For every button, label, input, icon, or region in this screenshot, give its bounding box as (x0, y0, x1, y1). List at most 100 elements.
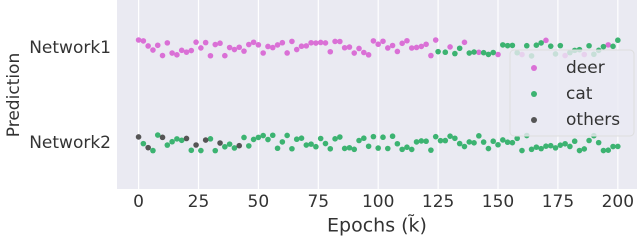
point (370, 133, 377, 140)
point (231, 145, 238, 151)
point (543, 143, 549, 150)
point (461, 143, 468, 150)
point (576, 147, 583, 154)
point (303, 142, 310, 148)
point (365, 52, 372, 58)
point (418, 138, 425, 144)
y-tick-label: Network2 (29, 133, 111, 153)
point (442, 49, 449, 56)
legend-marker (531, 117, 537, 123)
point (322, 40, 329, 46)
point (279, 39, 286, 46)
point (308, 141, 314, 147)
legend-marker (531, 65, 537, 71)
point (308, 39, 314, 46)
point (476, 133, 482, 139)
point (332, 136, 338, 142)
legend-box (509, 49, 635, 137)
point (408, 45, 415, 51)
x-tick-label: 75 (307, 192, 329, 212)
point (298, 135, 305, 141)
point (533, 42, 540, 49)
point (490, 49, 497, 56)
point (212, 41, 219, 48)
point (399, 40, 405, 47)
point (169, 138, 175, 145)
legend-marker (531, 91, 537, 97)
point (198, 147, 204, 154)
point (509, 139, 516, 146)
point (327, 145, 334, 152)
point (605, 147, 612, 154)
point (274, 145, 281, 152)
x-tick-label: 200 (602, 192, 634, 212)
point (432, 133, 439, 140)
point (423, 41, 429, 48)
point (384, 45, 391, 51)
point (413, 44, 420, 51)
point (198, 45, 204, 51)
point (547, 142, 554, 149)
point (241, 48, 247, 54)
point (404, 144, 410, 151)
point (500, 137, 506, 143)
point (212, 147, 219, 154)
point (202, 39, 209, 46)
point (615, 143, 621, 150)
x-tick-label: 175 (542, 192, 574, 212)
point (346, 44, 353, 50)
point (346, 144, 353, 151)
point (145, 144, 151, 151)
point (461, 39, 468, 46)
point (394, 140, 401, 147)
point (375, 145, 381, 151)
point (514, 135, 520, 142)
legend-label: deer (566, 58, 605, 78)
point (523, 42, 530, 49)
point (169, 50, 175, 56)
point (552, 145, 559, 151)
point (600, 147, 607, 154)
point (245, 41, 252, 48)
point (279, 139, 286, 145)
point (289, 145, 295, 152)
point (293, 46, 300, 53)
point (207, 136, 214, 142)
point (332, 38, 338, 45)
point (284, 50, 290, 56)
point (408, 146, 415, 153)
point (284, 132, 290, 139)
point (164, 40, 171, 46)
point (476, 49, 482, 56)
point (384, 145, 391, 152)
point (399, 146, 405, 153)
point (562, 140, 568, 147)
point (317, 135, 324, 142)
point (293, 136, 300, 143)
point (567, 143, 573, 150)
point (236, 142, 243, 149)
point (504, 139, 511, 146)
point (471, 49, 477, 55)
point (361, 49, 367, 56)
point (615, 37, 621, 44)
point (269, 132, 276, 139)
point (260, 132, 266, 139)
point (586, 42, 592, 49)
x-tick-label: 100 (362, 192, 394, 212)
point (222, 52, 228, 59)
point (356, 45, 362, 52)
point (341, 145, 348, 152)
point (418, 43, 425, 50)
point (202, 137, 209, 143)
point (250, 136, 257, 143)
point (322, 140, 329, 147)
point (571, 138, 578, 145)
x-axis-label: Epochs (k̃) (327, 214, 427, 236)
point (140, 38, 147, 44)
point (485, 145, 492, 152)
point (466, 139, 473, 145)
point (428, 147, 434, 153)
point (480, 49, 487, 56)
point (135, 134, 142, 140)
